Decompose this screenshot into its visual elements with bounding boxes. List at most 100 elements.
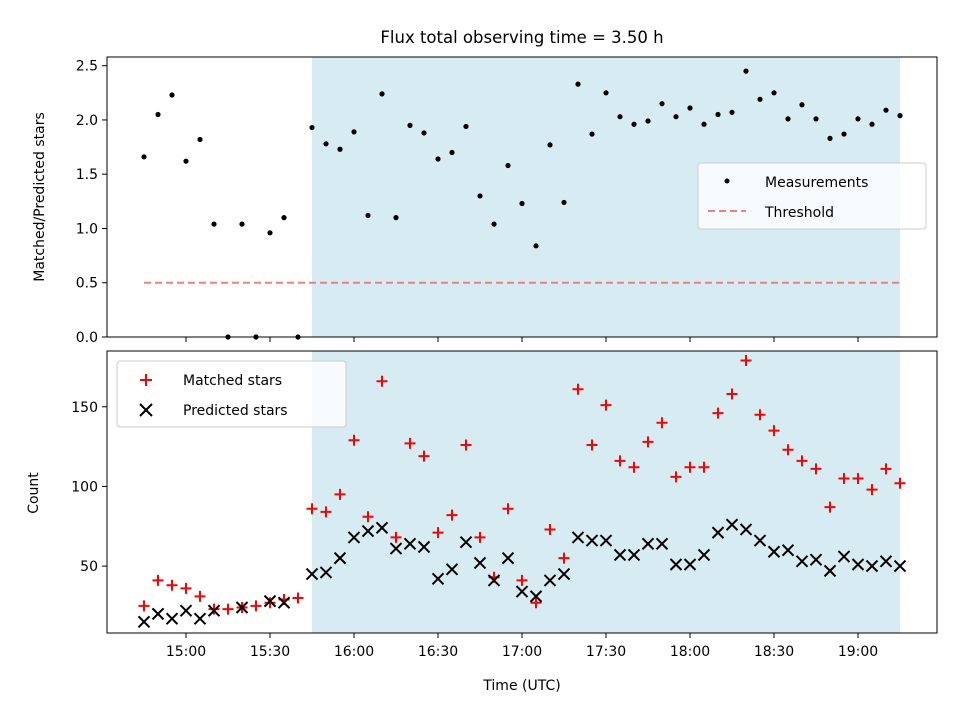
predicted-star-point — [795, 555, 809, 568]
measurement-point — [547, 142, 553, 148]
predicted-star-point — [641, 537, 655, 550]
top-y-axis-label: Matched/Predicted stars — [32, 112, 48, 282]
matched-star-point — [460, 439, 472, 451]
matched-star-point — [418, 450, 430, 462]
legend-dot-icon — [724, 178, 730, 184]
predicted-star-points — [137, 518, 907, 629]
bottom-observing-span — [312, 351, 900, 633]
predicted-star-point — [599, 534, 613, 547]
measurement-point — [281, 215, 287, 221]
y-tick-label: 100 — [71, 479, 98, 495]
y-tick-label: 2.0 — [76, 113, 98, 129]
measurement-point — [701, 121, 707, 127]
matched-star-point — [796, 455, 808, 467]
measurement-point — [379, 91, 385, 97]
x-tick-label: 15:30 — [250, 644, 290, 660]
measurement-point — [841, 131, 847, 137]
legend-x-icon — [139, 403, 153, 417]
matched-star-point — [600, 399, 612, 411]
measurement-point — [743, 68, 749, 74]
predicted-star-point — [627, 548, 641, 562]
measurement-point — [239, 221, 245, 227]
measurement-point — [729, 109, 735, 115]
measurement-point — [491, 221, 497, 227]
predicted-star-point — [711, 526, 725, 539]
measurement-point — [757, 96, 763, 102]
matched-star-point — [152, 574, 164, 586]
matched-star-point — [362, 511, 374, 523]
measurement-point — [715, 111, 721, 118]
predicted-star-point — [669, 558, 683, 571]
measurement-point — [869, 121, 875, 127]
predicted-star-point — [305, 567, 319, 581]
measurement-point — [169, 92, 175, 98]
bottom-y-axis-label: Count — [26, 472, 42, 514]
measurement-point — [673, 114, 679, 120]
predicted-star-point — [151, 607, 165, 621]
measurement-point — [659, 101, 665, 107]
matched-star-point — [768, 425, 780, 437]
matched-star-point — [866, 484, 878, 496]
legend-label-matched: Matched stars — [183, 373, 282, 389]
predicted-star-point — [193, 612, 207, 625]
predicted-star-point — [613, 548, 627, 562]
matched-star-point — [376, 375, 388, 387]
measurement-point — [827, 135, 833, 141]
top-y-ticks: 0.0 0.5 1.0 1.5 2.0 2.5 — [76, 59, 107, 346]
matched-star-point — [334, 488, 346, 500]
y-tick-label: 2.5 — [76, 59, 98, 75]
predicted-star-point — [529, 590, 543, 603]
matched-star-point — [138, 600, 150, 612]
predicted-star-point — [389, 542, 403, 555]
bottom-legend: Matched stars Predicted stars — [116, 360, 347, 428]
measurement-point — [533, 243, 539, 249]
predicted-star-point — [277, 596, 291, 609]
x-tick-label: 18:30 — [754, 644, 794, 660]
predicted-star-point — [431, 572, 445, 586]
matched-star-point — [726, 388, 738, 400]
matched-star-point — [446, 509, 458, 521]
matched-star-point — [698, 461, 710, 473]
measurement-point — [645, 118, 651, 124]
measurement-point — [687, 105, 693, 111]
predicted-star-point — [683, 558, 697, 571]
matched-star-point — [292, 592, 304, 604]
matched-star-point — [474, 531, 486, 543]
legend-plus-icon — [140, 374, 152, 386]
bottom-legend-box — [116, 360, 347, 428]
predicted-star-point — [417, 540, 431, 554]
measurement-point — [155, 111, 161, 118]
matched-star-point — [838, 472, 850, 484]
predicted-star-point — [137, 615, 151, 629]
measurement-point — [883, 107, 889, 113]
y-tick-label: 0.5 — [76, 276, 98, 292]
predicted-star-point — [837, 550, 851, 563]
matched-star-point — [712, 407, 724, 419]
predicted-star-point — [515, 585, 529, 598]
matched-star-point — [530, 597, 542, 609]
measurement-point — [477, 193, 483, 199]
matched-star-point — [208, 603, 220, 615]
measurement-point — [561, 199, 567, 206]
measurement-point — [449, 149, 455, 156]
measurement-point — [505, 162, 511, 169]
chart-title: Flux total observing time = 3.50 h — [380, 28, 663, 47]
bottom-y-ticks: 50 100 150 — [71, 400, 107, 575]
measurement-point — [351, 129, 357, 135]
matched-star-point — [544, 523, 556, 535]
measurement-point — [421, 130, 427, 136]
measurement-point — [183, 158, 189, 164]
predicted-star-point — [347, 531, 361, 544]
predicted-star-point — [725, 518, 739, 531]
measurement-point — [141, 154, 147, 160]
predicted-star-point — [739, 523, 753, 536]
measurement-point — [897, 113, 903, 119]
measurement-point — [575, 81, 581, 87]
predicted-star-point — [165, 612, 179, 625]
measurement-point — [785, 116, 791, 122]
matched-star-point — [740, 355, 752, 367]
y-tick-label: 150 — [71, 400, 98, 416]
matched-star-point — [264, 597, 276, 609]
predicted-star-point — [319, 566, 333, 579]
x-axis-label: Time (UTC) — [482, 678, 560, 694]
